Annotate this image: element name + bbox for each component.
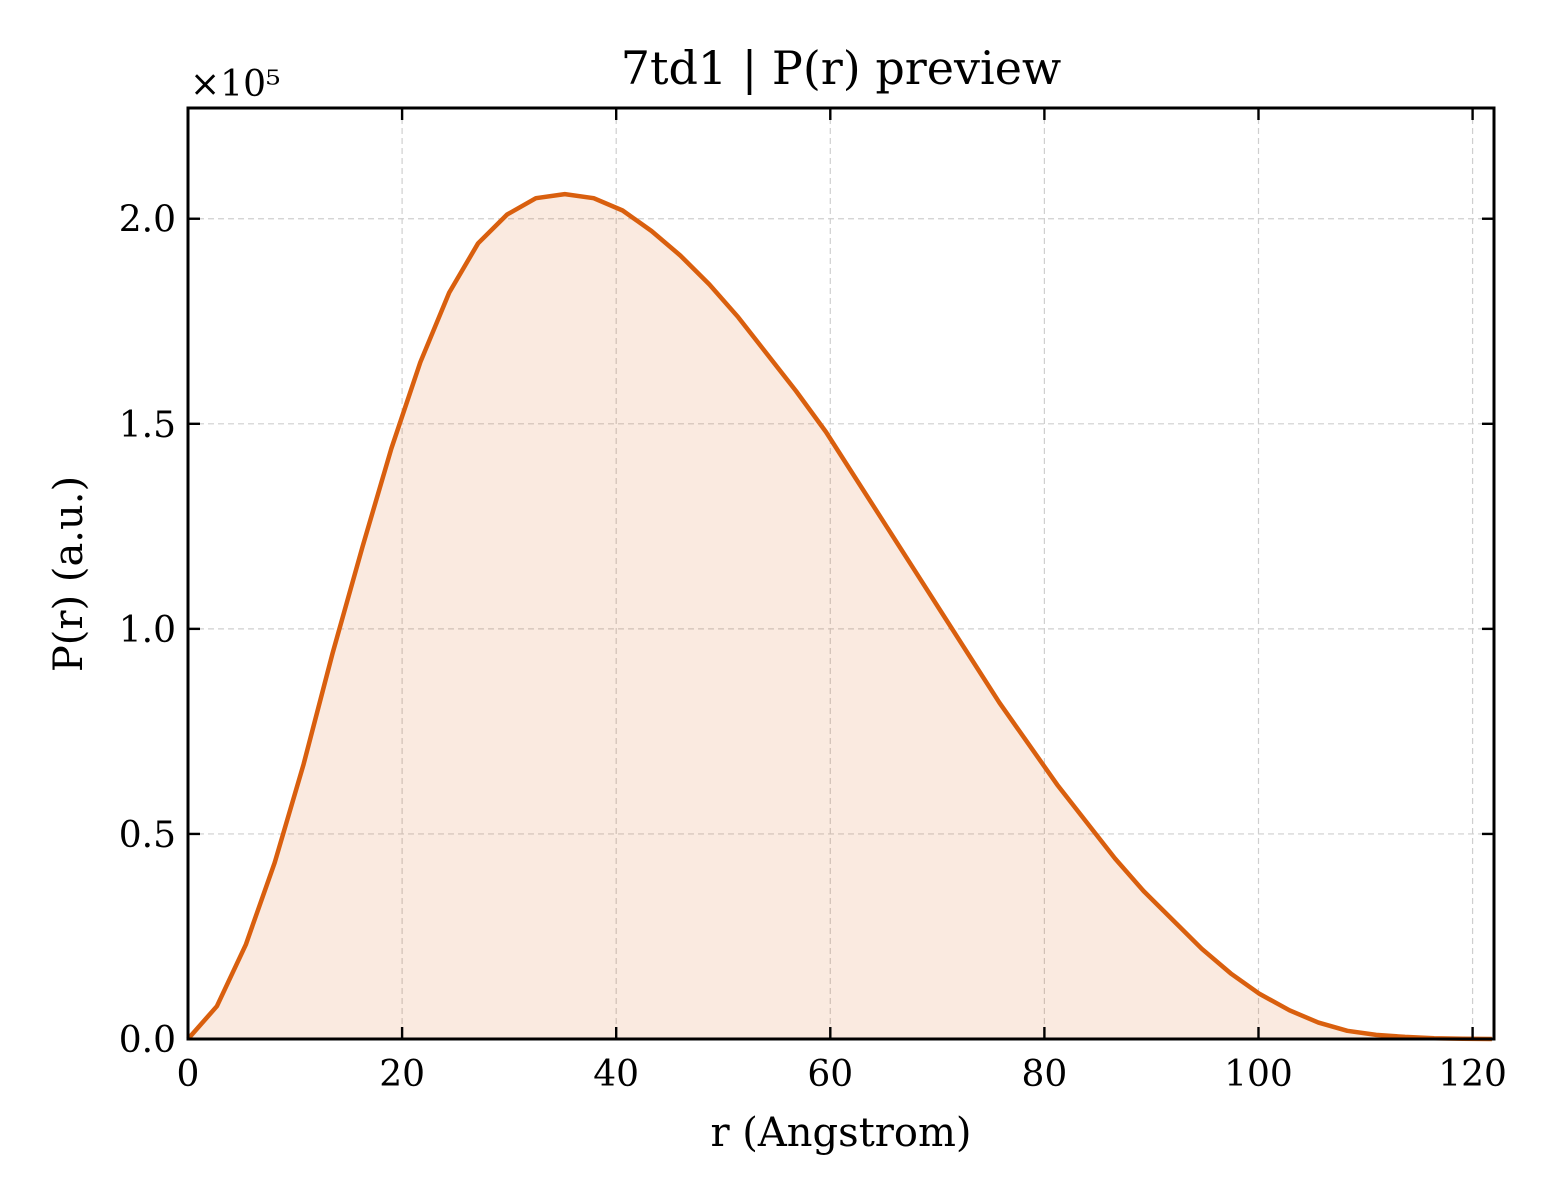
y-multiplier: ×10⁵	[190, 64, 280, 105]
plot-frame	[186, 106, 1496, 1041]
x-tick-label: 60	[807, 1054, 853, 1095]
x-axis-label: r (Angstrom)	[710, 1110, 971, 1156]
series-line	[186, 191, 1492, 1042]
x-tick-label: 80	[1021, 1054, 1067, 1095]
x-tick-label: 40	[593, 1054, 639, 1095]
plot-area	[186, 191, 1492, 1042]
grid	[188, 108, 1494, 1039]
y-axis-label: P(r) (a.u.)	[46, 476, 92, 672]
y-tick-label: 1.5	[119, 405, 176, 446]
axis-ticks: 0 20 40 60 80 100 120 0.0 0.5 1.0 1.5 2.0	[119, 108, 1507, 1095]
chart-title: 7td1 | P(r) preview	[621, 41, 1062, 95]
series-area-fill	[188, 194, 1492, 1040]
x-tick-label: 0	[177, 1054, 200, 1095]
x-tick-label: 100	[1224, 1054, 1293, 1095]
y-tick-label: 1.0	[119, 610, 176, 651]
y-tick-label: 2.0	[119, 200, 176, 241]
y-tick-label: 0.5	[119, 815, 176, 856]
x-tick-label: 120	[1438, 1054, 1507, 1095]
y-tick-label: 0.0	[119, 1020, 176, 1061]
x-tick-label: 20	[379, 1054, 425, 1095]
